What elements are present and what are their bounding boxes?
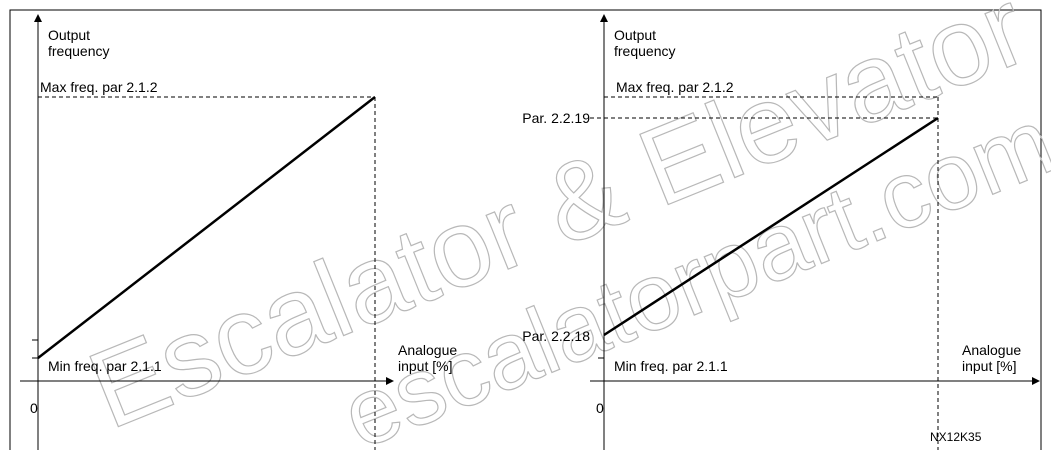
curve — [37, 96, 376, 359]
curve — [603, 116, 939, 337]
origin: 0 — [30, 400, 38, 416]
frame — [9, 9, 1042, 450]
y-label: frequency — [614, 43, 675, 59]
max-label: Max freq. par 2.1.2 — [616, 79, 734, 95]
max-label: Max freq. par 2.1.2 — [40, 79, 158, 95]
high-label: Par. 2.2.19 — [522, 110, 590, 126]
x-label: input [%] — [398, 358, 452, 374]
watermark: Escalator & Elevator Parts escalatorpart… — [72, 0, 1051, 450]
x-label: Analogue — [398, 342, 457, 358]
left-chart: Output frequency Max freq. par 2.1.2 Min… — [20, 14, 457, 450]
figure-id: NX12K35 — [930, 430, 982, 444]
min-label: Min freq. par 2.1.1 — [48, 358, 162, 374]
low-label: Par. 2.2.18 — [522, 328, 590, 344]
y-label: Output — [48, 27, 90, 43]
x-label: input [%] — [962, 358, 1016, 374]
min-label: Min freq. par 2.1.1 — [614, 358, 728, 374]
origin: 0 — [596, 400, 604, 416]
x-label: Analogue — [962, 342, 1021, 358]
y-label: frequency — [48, 43, 109, 59]
right-chart: Output frequency Max freq. par 2.1.2 Par… — [522, 14, 1040, 450]
y-label: Output — [614, 27, 656, 43]
